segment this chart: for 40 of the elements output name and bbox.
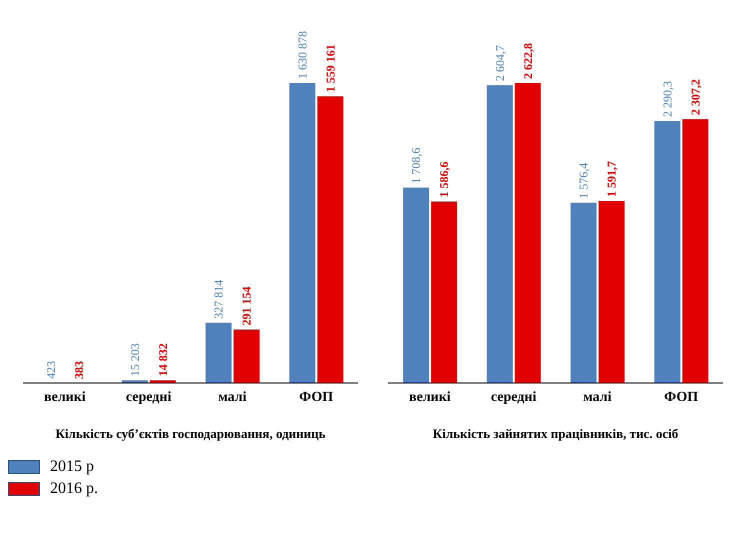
x-axis-title: Кількість суб’єктів господарювання, одиниць <box>56 426 326 441</box>
bar <box>486 85 513 383</box>
bar <box>403 188 430 383</box>
x-tick-label: ФОП <box>664 390 698 405</box>
bar <box>206 322 232 383</box>
data-label: 2 604,7 <box>492 45 507 82</box>
data-label: 327 814 <box>212 280 226 319</box>
data-label: 2 622,8 <box>520 43 535 79</box>
data-label: 1 591,7 <box>604 160 619 197</box>
x-tick-label: великі <box>409 390 451 405</box>
data-label: 1 708,6 <box>409 148 424 184</box>
x-tick-label: малі <box>583 390 612 405</box>
x-tick-label: великі <box>44 390 86 405</box>
bar <box>431 202 458 383</box>
data-label: 2 290,3 <box>660 81 674 118</box>
x-tick-label: ФОП <box>299 390 334 405</box>
bar <box>598 200 625 383</box>
data-label: 1 576,4 <box>576 162 591 199</box>
legend-label: 2015 р <box>50 458 94 476</box>
bar <box>570 202 597 383</box>
data-label: 1 559 161 <box>323 44 338 92</box>
bar <box>514 83 541 383</box>
data-label: 15 203 <box>128 343 142 376</box>
data-label: 1 630 878 <box>295 31 310 79</box>
x-tick-label: малі <box>218 390 247 405</box>
data-label: 423 <box>44 360 58 379</box>
bar <box>234 329 260 383</box>
bar <box>654 121 680 383</box>
data-label: 2 307,2 <box>688 79 702 116</box>
x-axis-title: Кількість зайнятих працівників, тис. осіб <box>432 426 679 441</box>
legend-label: 2016 р. <box>50 480 98 498</box>
data-label: 1 586,6 <box>437 162 452 198</box>
data-label: 383 <box>72 360 86 379</box>
data-label: 14 832 <box>156 343 170 376</box>
bar <box>289 83 316 383</box>
x-tick-label: середні <box>126 390 172 405</box>
data-label: 291 154 <box>240 286 254 326</box>
bar <box>682 119 708 383</box>
bar <box>317 96 344 383</box>
x-tick-label: середні <box>490 390 536 405</box>
